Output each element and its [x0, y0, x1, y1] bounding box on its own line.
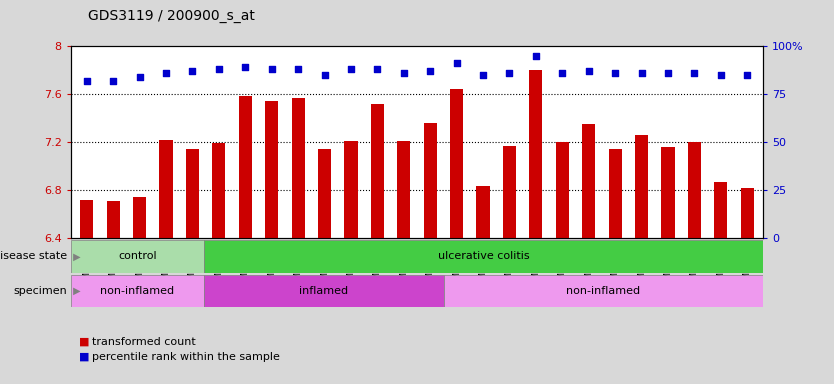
Bar [204, 240, 763, 273]
Point [661, 70, 675, 76]
Point [609, 70, 622, 76]
Point [424, 68, 437, 74]
Bar [444, 275, 763, 307]
Point [450, 60, 464, 66]
Bar [71, 275, 204, 307]
Text: GDS3119 / 200900_s_at: GDS3119 / 200900_s_at [88, 9, 254, 23]
Text: specimen: specimen [13, 286, 67, 296]
Bar [344, 141, 358, 238]
Point [397, 70, 410, 76]
Bar [318, 149, 331, 238]
Text: transformed count: transformed count [92, 337, 195, 347]
Point [159, 70, 173, 76]
Bar [555, 142, 569, 238]
Bar [239, 96, 252, 238]
Bar [714, 182, 727, 238]
Bar [503, 146, 516, 238]
Text: control: control [118, 251, 157, 262]
Text: ulcerative colitis: ulcerative colitis [438, 251, 530, 262]
Bar [212, 143, 225, 238]
Point [133, 74, 146, 80]
Bar [688, 142, 701, 238]
Bar [80, 200, 93, 238]
Point [370, 66, 384, 72]
Point [80, 78, 93, 84]
Point [582, 68, 595, 74]
Point [530, 53, 543, 59]
Bar [609, 149, 622, 238]
Point [741, 72, 754, 78]
Point [714, 72, 727, 78]
Point [318, 72, 331, 78]
Bar [133, 197, 146, 238]
Bar [424, 123, 437, 238]
Bar [476, 187, 490, 238]
Bar [661, 147, 675, 238]
Text: ■: ■ [79, 337, 90, 347]
Text: inflamed: inflamed [299, 286, 349, 296]
Text: ■: ■ [79, 352, 90, 362]
Bar [107, 201, 120, 238]
Bar [741, 188, 754, 238]
Bar [265, 101, 279, 238]
Point [688, 70, 701, 76]
Point [476, 72, 490, 78]
Text: non-inflamed: non-inflamed [100, 286, 174, 296]
Bar [530, 70, 542, 238]
Bar [635, 135, 648, 238]
Point [635, 70, 648, 76]
Bar [186, 149, 199, 238]
Text: non-inflamed: non-inflamed [566, 286, 641, 296]
Text: ▶: ▶ [70, 251, 81, 262]
Bar [71, 240, 204, 273]
Point [344, 66, 358, 72]
Bar [204, 275, 444, 307]
Text: ▶: ▶ [70, 286, 81, 296]
Point [555, 70, 569, 76]
Bar [450, 89, 463, 238]
Bar [397, 141, 410, 238]
Point [503, 70, 516, 76]
Point [212, 66, 225, 72]
Bar [159, 140, 173, 238]
Point [239, 64, 252, 70]
Point [107, 78, 120, 84]
Bar [371, 104, 384, 238]
Point [186, 68, 199, 74]
Point [265, 66, 279, 72]
Text: disease state: disease state [0, 251, 67, 262]
Bar [292, 98, 304, 238]
Text: percentile rank within the sample: percentile rank within the sample [92, 352, 279, 362]
Bar [582, 124, 595, 238]
Point [291, 66, 304, 72]
